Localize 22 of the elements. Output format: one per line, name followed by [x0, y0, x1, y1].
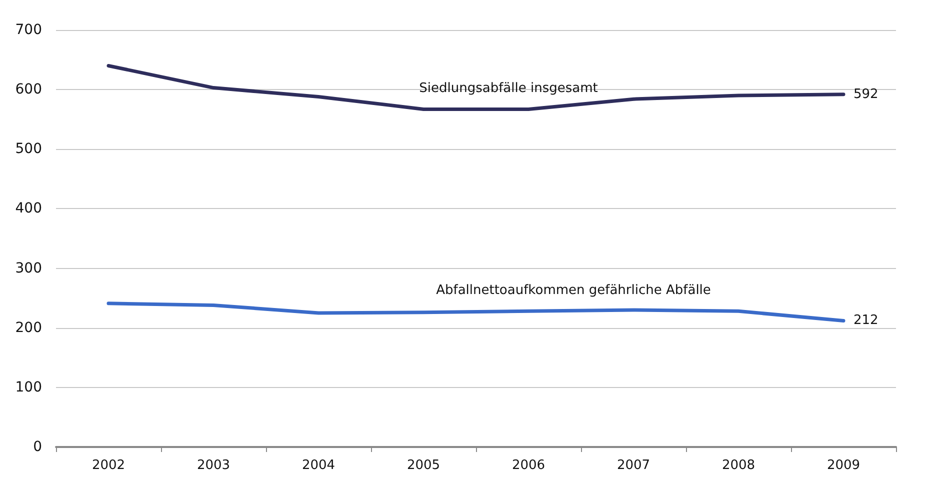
data-label: 592	[854, 86, 878, 102]
x-tick-label: 2004	[302, 458, 336, 473]
line-series	[106, 302, 846, 322]
line-series	[106, 64, 846, 111]
y-tick-label: 300	[15, 260, 42, 276]
data-label: 212	[854, 313, 878, 328]
y-tick-label: 0	[33, 439, 42, 455]
y-tick-label: 100	[15, 379, 42, 396]
x-tick-label: 2008	[722, 458, 756, 473]
x-tick-label: 2005	[406, 458, 440, 473]
y-tick-label: 700	[15, 22, 42, 38]
y-tick-label: 500	[15, 141, 42, 158]
y-tick-label: 400	[15, 200, 42, 217]
y-tick-label: 200	[15, 320, 42, 336]
x-tick-label: 2009	[826, 458, 860, 473]
x-tick-label: 2002	[92, 458, 126, 473]
series-label: Abfallnettoaufkommen gefährliche Abfälle	[436, 283, 711, 298]
y-tick-label: 600	[15, 82, 42, 98]
series-label: Siedlungsabfälle insgesamt	[419, 81, 598, 96]
x-tick-label: 2003	[196, 458, 230, 473]
x-tick-label: 2007	[616, 458, 650, 473]
x-tick-label: 2006	[512, 458, 546, 473]
